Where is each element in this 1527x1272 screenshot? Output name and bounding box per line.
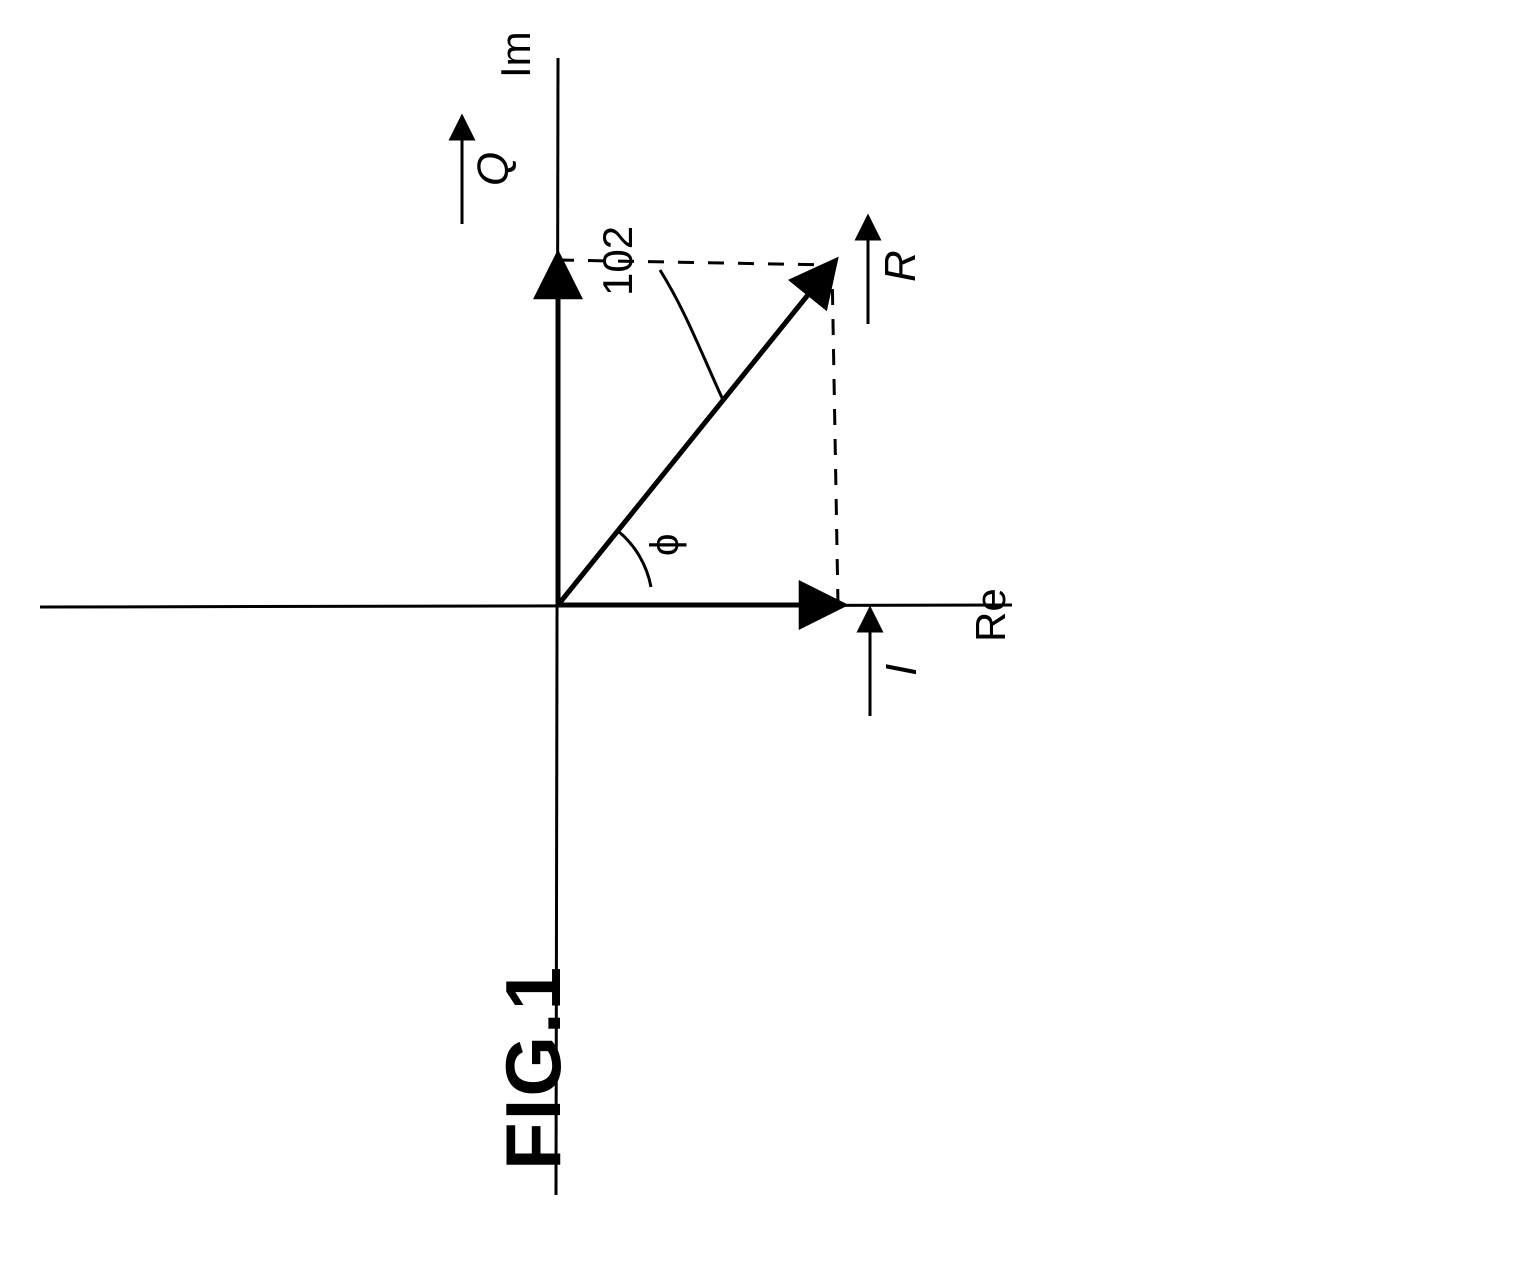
vector-r bbox=[558, 265, 832, 605]
ref-leader bbox=[660, 270, 723, 400]
figure-caption: FIG.1 bbox=[489, 965, 577, 1170]
projection-from-i bbox=[832, 265, 838, 605]
label-r: R bbox=[876, 250, 925, 282]
vector-diagram: Im Re R I Q ϕ 102 FIG.1 bbox=[0, 0, 1527, 1272]
label-i: I bbox=[877, 664, 926, 676]
axis-re bbox=[40, 605, 1012, 607]
axis-label-im: Im bbox=[492, 31, 539, 78]
ref-tag-102: 102 bbox=[594, 226, 641, 296]
axis-label-re: Re bbox=[967, 588, 1014, 642]
label-phi: ϕ bbox=[643, 534, 687, 556]
label-q: Q bbox=[469, 152, 518, 186]
